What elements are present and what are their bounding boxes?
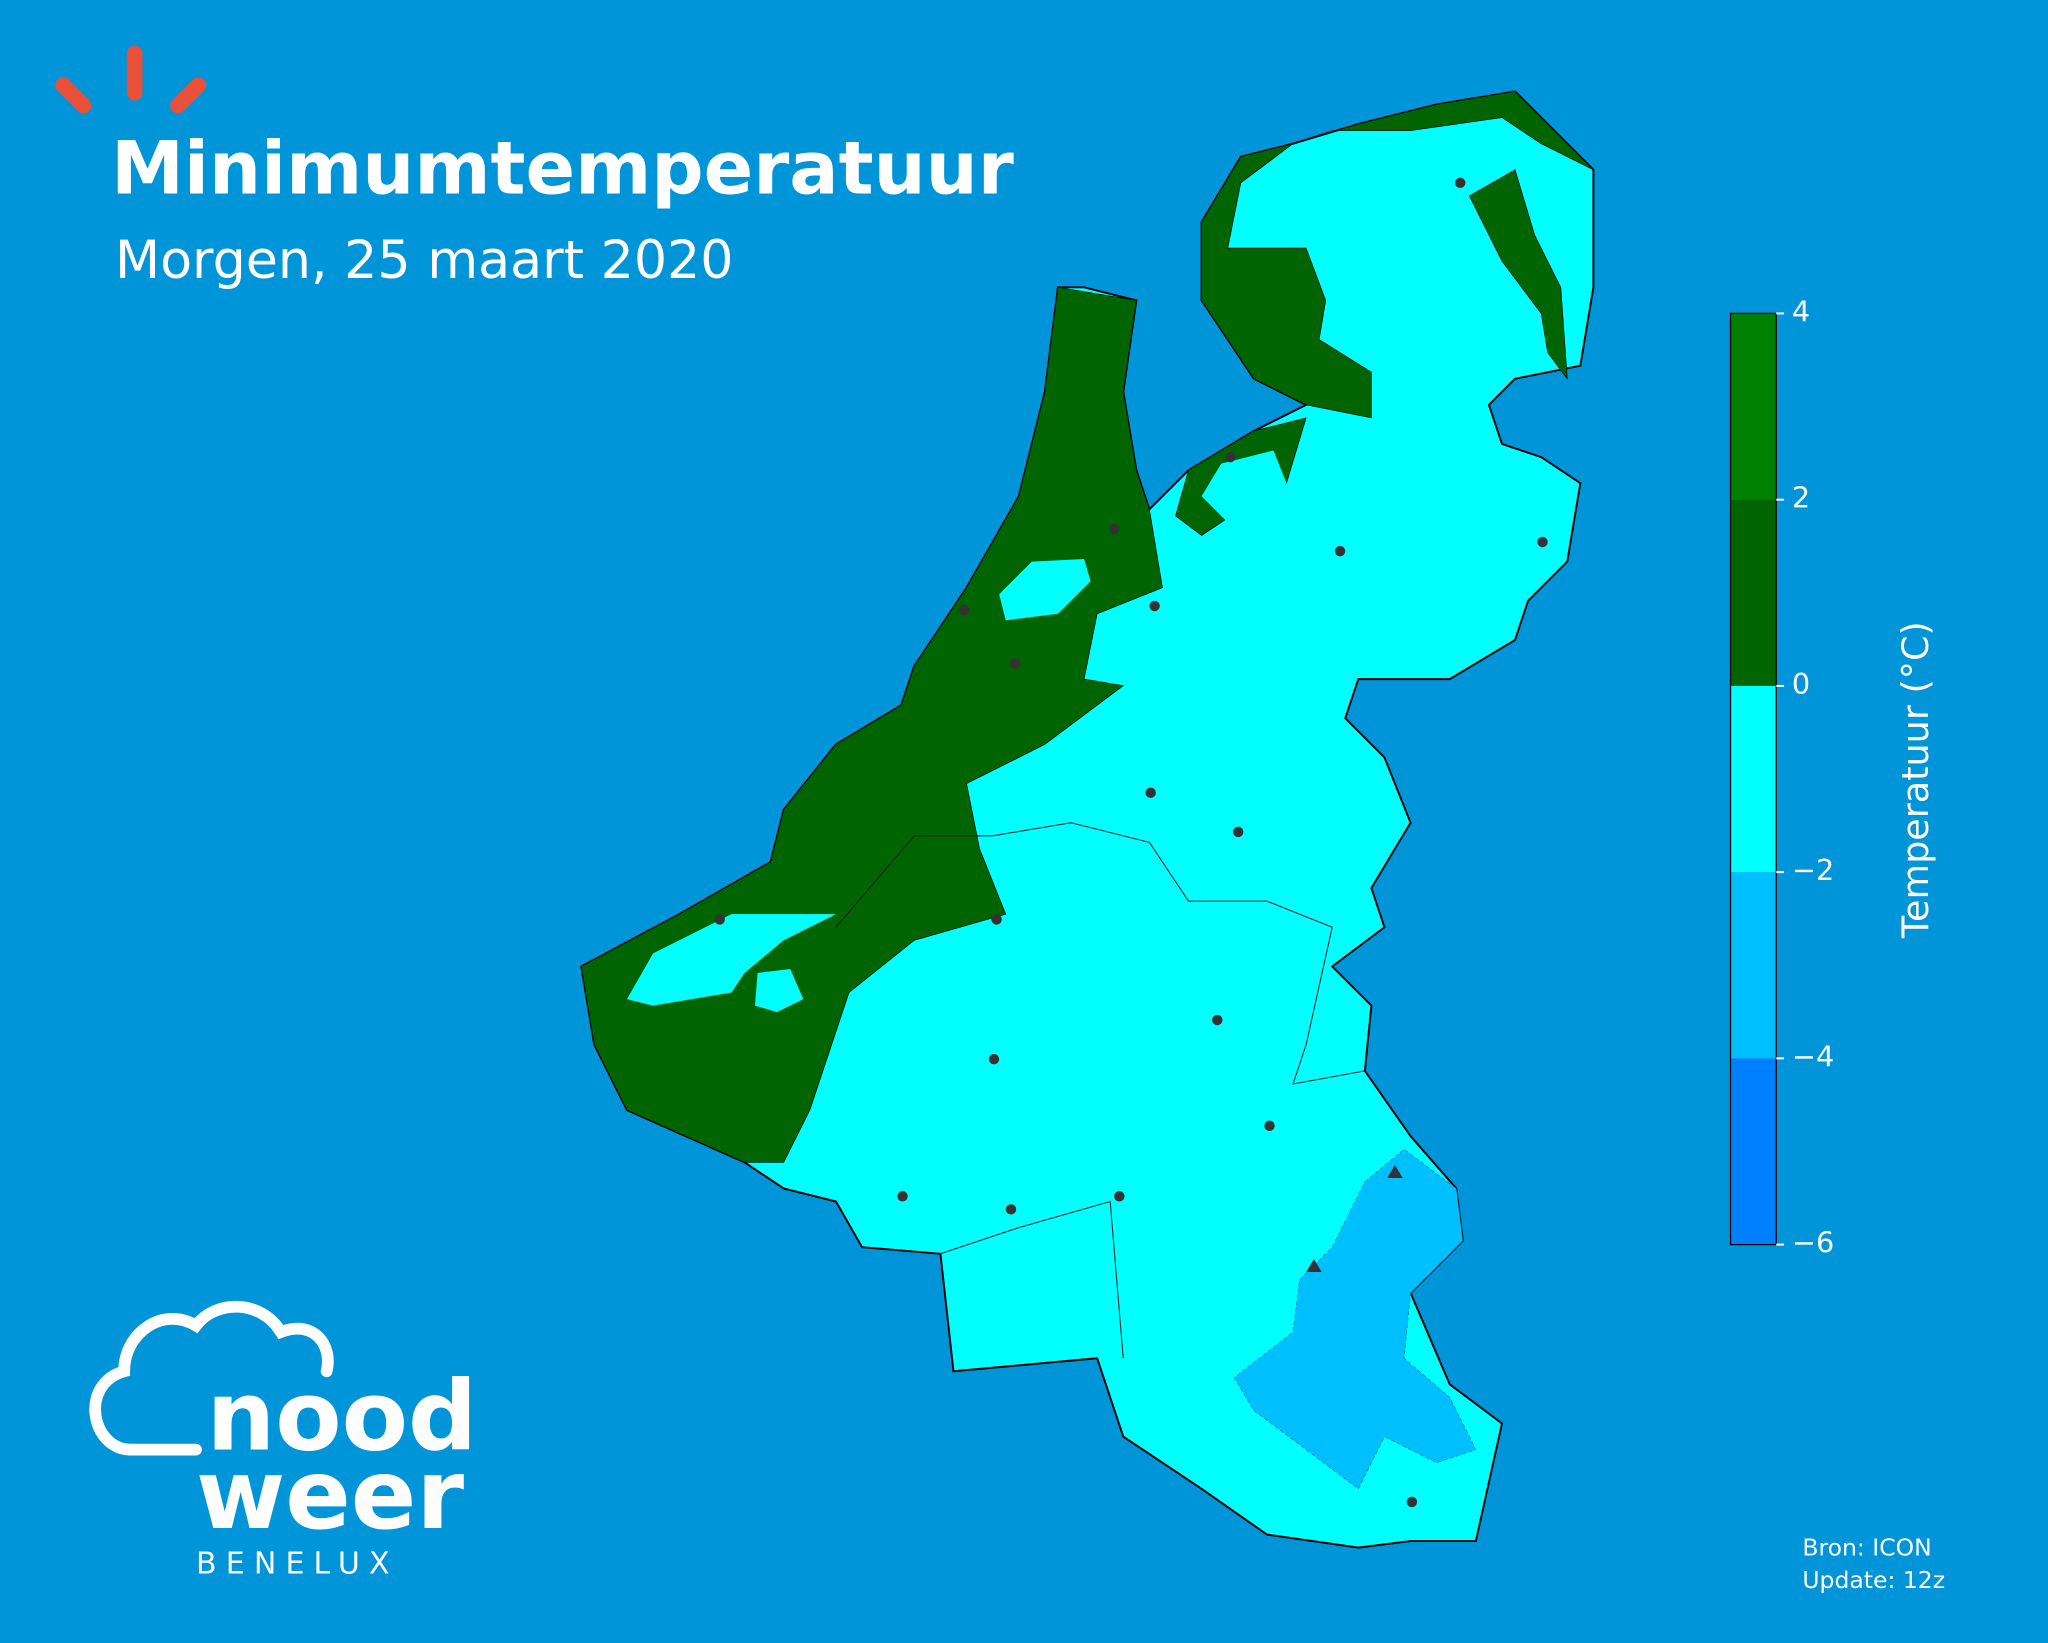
colorbar-band [1730, 872, 1777, 1059]
colorbar-band [1730, 499, 1777, 686]
colorbar-tick-label: −6 [1792, 1226, 1834, 1260]
cold-zone [1233, 1148, 1477, 1490]
colorbar-band [1730, 1058, 1777, 1245]
colorbar-tick-label: 4 [1792, 294, 1810, 328]
update: Update: 12z [1802, 1566, 1945, 1594]
colorbar-band [1730, 685, 1777, 873]
logo-text: nood [206, 1360, 477, 1473]
colorbar-frame [1729, 312, 1777, 1246]
logo-text: weer [196, 1438, 464, 1551]
subtitle: Morgen, 25 maart 2020 [115, 231, 733, 291]
logo-rays [55, 45, 207, 114]
colorbar-band [1730, 313, 1777, 500]
source: Bron: ICON [1802, 1533, 1931, 1561]
border [835, 822, 1365, 1359]
colorbar-tick-label: −4 [1792, 1039, 1834, 1073]
logo-text: BENELUX [196, 1547, 399, 1582]
colorbar-tick-label: 2 [1792, 481, 1810, 515]
logo-cloud [89, 1300, 334, 1456]
colorbar-tick-label: 0 [1792, 667, 1810, 701]
colorbar: −6 −4 −2 0 2 4 [1729, 294, 1834, 1260]
colorbar-label: Temperatuur (°C) [1894, 621, 1937, 939]
title: Minimumtemperatuur [111, 126, 1014, 211]
city-marker [714, 177, 1548, 1508]
cold-pocket [626, 450, 1287, 1013]
colorbar-tick-label: −2 [1792, 853, 1834, 887]
